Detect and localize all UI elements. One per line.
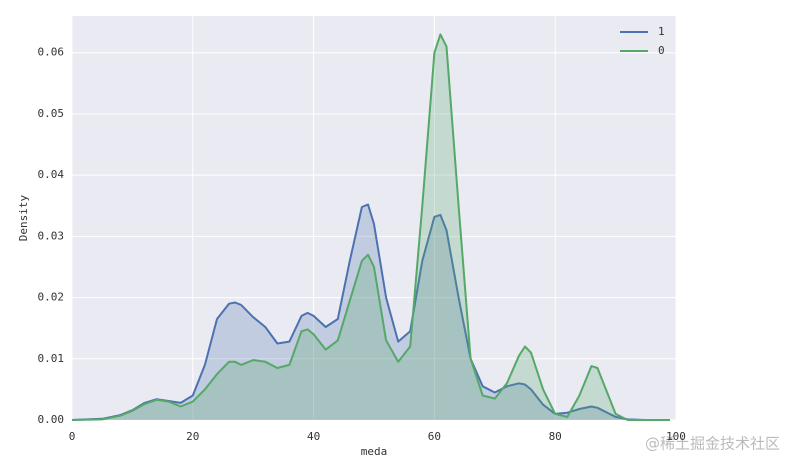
x-tick-label: 80 — [549, 430, 562, 443]
x-tick-label: 0 — [69, 430, 76, 443]
x-tick-label: 100 — [666, 430, 686, 443]
y-tick-label: 0.03 — [38, 229, 65, 242]
legend-label: 1 — [658, 25, 665, 38]
x-tick-label: 40 — [307, 430, 320, 443]
density-line — [71, 203, 670, 421]
x-tick-label: 20 — [186, 430, 199, 443]
density-line — [71, 33, 670, 421]
x-axis-label: meda — [361, 445, 388, 458]
y-tick-label: 0.02 — [38, 291, 65, 304]
area-fill — [72, 204, 670, 420]
y-tick-label: 0.05 — [38, 107, 65, 120]
y-tick-label: 0.01 — [38, 352, 65, 365]
y-tick-label: 0.06 — [38, 46, 65, 59]
y-axis-label: Density — [17, 194, 30, 241]
y-tick-label: 0.00 — [38, 413, 65, 426]
watermark: @稀土掘金技术社区 — [645, 435, 780, 453]
y-tick-label: 0.04 — [38, 168, 65, 181]
x-tick-label: 60 — [428, 430, 441, 443]
legend-label: 0 — [658, 44, 665, 57]
area-fill — [72, 34, 670, 421]
plot-background — [72, 16, 676, 420]
